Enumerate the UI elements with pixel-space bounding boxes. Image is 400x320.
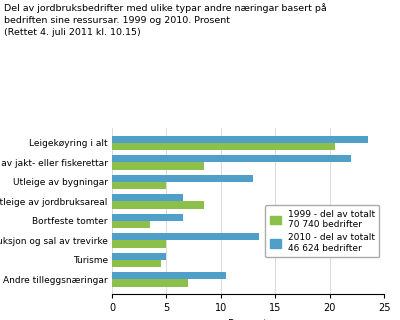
Bar	[112, 221, 150, 228]
Bar	[112, 202, 204, 209]
Legend: 1999 - del av totalt
70 740 bedrifter, 2010 - del av totalt
46 624 bedrifter: 1999 - del av totalt 70 740 bedrifter, 2…	[265, 205, 380, 257]
Bar	[112, 233, 259, 240]
Bar	[112, 272, 226, 279]
Bar	[112, 163, 204, 170]
Bar	[112, 174, 254, 182]
Bar	[112, 240, 166, 248]
X-axis label: Prosent: Prosent	[228, 319, 268, 320]
Bar	[112, 194, 183, 202]
Bar	[112, 136, 368, 143]
Bar	[112, 260, 161, 267]
Bar	[112, 182, 166, 189]
Bar	[112, 252, 166, 260]
Text: Del av jordbruksbedrifter med ulike typar andre næringar basert på
bedriften sin: Del av jordbruksbedrifter med ulike typa…	[4, 3, 327, 37]
Bar	[112, 143, 335, 150]
Bar	[112, 279, 188, 287]
Bar	[112, 213, 183, 221]
Bar	[112, 155, 351, 163]
